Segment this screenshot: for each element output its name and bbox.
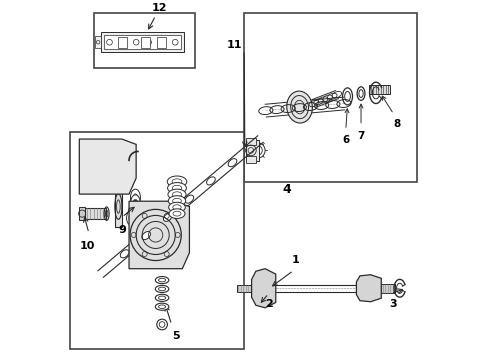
- Ellipse shape: [126, 211, 135, 225]
- Polygon shape: [237, 285, 251, 292]
- Polygon shape: [85, 208, 106, 219]
- Ellipse shape: [184, 195, 193, 203]
- Ellipse shape: [120, 250, 129, 258]
- Polygon shape: [70, 132, 244, 348]
- Polygon shape: [381, 284, 394, 293]
- Text: 9: 9: [118, 225, 125, 235]
- Text: 11: 11: [226, 40, 242, 50]
- Text: 1: 1: [291, 255, 299, 265]
- Ellipse shape: [130, 195, 140, 211]
- Polygon shape: [245, 138, 255, 145]
- Ellipse shape: [167, 176, 186, 187]
- Ellipse shape: [155, 303, 168, 310]
- Polygon shape: [104, 35, 180, 49]
- Text: 6: 6: [342, 135, 348, 145]
- Polygon shape: [157, 37, 166, 48]
- Ellipse shape: [155, 294, 168, 301]
- Text: 5: 5: [172, 331, 180, 341]
- Polygon shape: [79, 207, 85, 220]
- Text: 2: 2: [264, 299, 272, 309]
- Text: 8: 8: [393, 119, 400, 129]
- Ellipse shape: [228, 159, 236, 167]
- Text: 12: 12: [151, 3, 166, 13]
- Ellipse shape: [157, 319, 167, 330]
- Polygon shape: [141, 37, 150, 48]
- Polygon shape: [356, 275, 381, 302]
- Ellipse shape: [167, 183, 186, 194]
- Ellipse shape: [142, 231, 150, 240]
- Ellipse shape: [155, 276, 168, 284]
- Ellipse shape: [163, 213, 172, 221]
- Polygon shape: [101, 32, 183, 52]
- Polygon shape: [245, 140, 259, 161]
- Polygon shape: [129, 201, 189, 269]
- Text: 4: 4: [282, 183, 291, 196]
- Text: 3: 3: [388, 299, 396, 309]
- Ellipse shape: [130, 189, 140, 206]
- Ellipse shape: [131, 201, 140, 216]
- Polygon shape: [118, 37, 127, 48]
- Polygon shape: [368, 85, 389, 94]
- Ellipse shape: [168, 202, 185, 212]
- Polygon shape: [251, 269, 275, 308]
- Polygon shape: [244, 13, 416, 182]
- Ellipse shape: [169, 209, 184, 219]
- Polygon shape: [79, 139, 136, 194]
- Polygon shape: [95, 36, 101, 49]
- Polygon shape: [93, 13, 194, 68]
- Ellipse shape: [206, 177, 215, 185]
- Ellipse shape: [168, 196, 185, 206]
- Ellipse shape: [286, 91, 312, 123]
- Polygon shape: [115, 186, 122, 227]
- Polygon shape: [245, 156, 255, 163]
- Ellipse shape: [167, 189, 185, 200]
- Ellipse shape: [155, 285, 168, 293]
- Text: 10: 10: [79, 241, 95, 251]
- Text: 7: 7: [357, 131, 364, 141]
- Ellipse shape: [128, 206, 137, 221]
